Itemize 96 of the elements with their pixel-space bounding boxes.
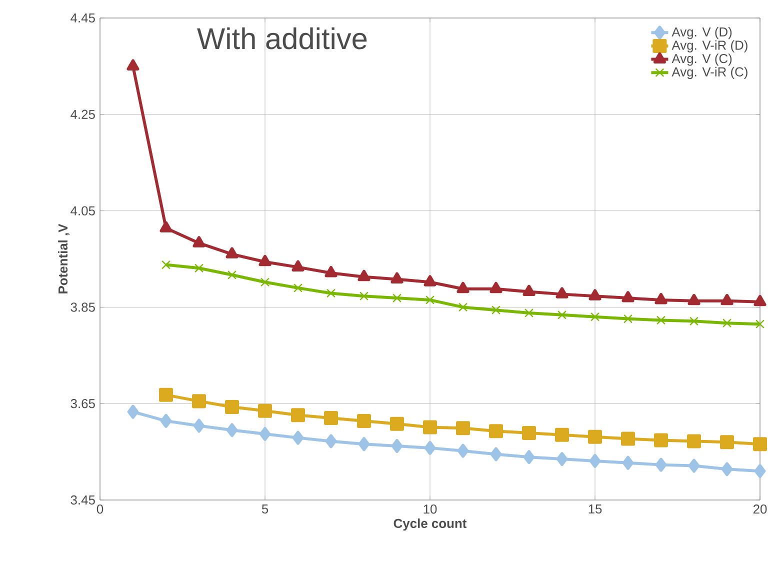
y-tick-label: 4.45	[70, 13, 95, 23]
point	[489, 424, 504, 438]
point	[390, 272, 404, 284]
legend-label: Avg. V (D)	[672, 26, 732, 40]
legend-label: Avg. V (C)	[672, 54, 732, 66]
annotation: With additive	[197, 27, 367, 50]
point	[162, 260, 170, 270]
point	[621, 432, 636, 446]
point	[556, 287, 568, 298]
point	[126, 59, 140, 70]
x-tick-label: 20	[753, 504, 767, 514]
point	[392, 294, 402, 303]
point	[722, 318, 732, 328]
point	[325, 434, 337, 448]
point	[228, 270, 236, 280]
point	[753, 437, 768, 452]
point	[556, 452, 568, 466]
point	[391, 439, 403, 454]
point	[358, 437, 370, 452]
point	[357, 414, 372, 428]
point	[193, 418, 205, 433]
point	[258, 404, 272, 418]
point	[654, 433, 668, 448]
point	[622, 291, 634, 302]
point	[226, 247, 238, 258]
point	[423, 420, 438, 434]
point	[524, 308, 534, 318]
x-tick-label: 5	[262, 504, 268, 514]
legend-label: Avg. V-iR (D)	[672, 40, 748, 52]
point	[690, 316, 698, 326]
point	[424, 440, 436, 455]
point	[160, 221, 172, 232]
point	[457, 444, 469, 458]
point	[291, 408, 306, 422]
point	[292, 260, 304, 272]
legend-label: Avg. V-iR (C)	[672, 66, 748, 80]
point	[426, 295, 434, 304]
point	[490, 282, 502, 294]
point	[360, 292, 368, 301]
point	[558, 310, 566, 320]
point	[226, 423, 238, 438]
point	[588, 430, 602, 444]
x-tick-label: 0	[96, 504, 104, 514]
point	[225, 400, 240, 414]
y-tick-label: 3.65	[70, 399, 95, 408]
point	[720, 294, 734, 306]
point	[424, 275, 436, 286]
point	[294, 283, 302, 292]
point	[192, 394, 206, 408]
point	[326, 288, 336, 298]
point	[159, 388, 173, 402]
point	[522, 284, 536, 296]
x-axis-title: Cycle count	[394, 518, 467, 531]
point	[522, 426, 536, 440]
point	[324, 411, 338, 426]
x-tick-label: 10	[424, 504, 437, 514]
y-tick-label: 3.85	[70, 302, 95, 312]
point	[160, 414, 172, 428]
point	[523, 450, 535, 464]
point	[624, 314, 632, 324]
point	[456, 282, 470, 294]
point	[456, 421, 470, 436]
x-tick-label: 15	[588, 504, 602, 514]
point	[192, 236, 206, 248]
point	[390, 416, 404, 431]
point	[259, 426, 271, 441]
point	[756, 320, 764, 329]
point	[555, 428, 570, 442]
point	[194, 264, 204, 273]
point	[590, 312, 600, 322]
point	[656, 316, 666, 325]
point	[688, 458, 700, 473]
y-axis-title: Potential ,V	[58, 224, 70, 294]
point	[654, 292, 668, 304]
point	[589, 454, 601, 468]
point	[721, 462, 733, 476]
y-tick-label: 4.25	[70, 110, 95, 119]
point	[492, 306, 500, 315]
point	[127, 404, 139, 419]
point	[688, 294, 700, 306]
point	[258, 254, 272, 266]
point	[292, 430, 304, 445]
point	[358, 270, 370, 282]
point	[588, 289, 602, 300]
point	[324, 266, 338, 278]
point	[655, 458, 667, 472]
point	[687, 434, 702, 448]
point	[622, 456, 634, 470]
y-tick-label: 3.45	[70, 495, 95, 505]
y-tick-label: 4.05	[70, 206, 95, 216]
point	[720, 435, 734, 450]
point	[754, 294, 766, 306]
point	[490, 447, 502, 462]
point	[754, 464, 766, 478]
point	[260, 278, 270, 287]
point	[458, 302, 468, 312]
